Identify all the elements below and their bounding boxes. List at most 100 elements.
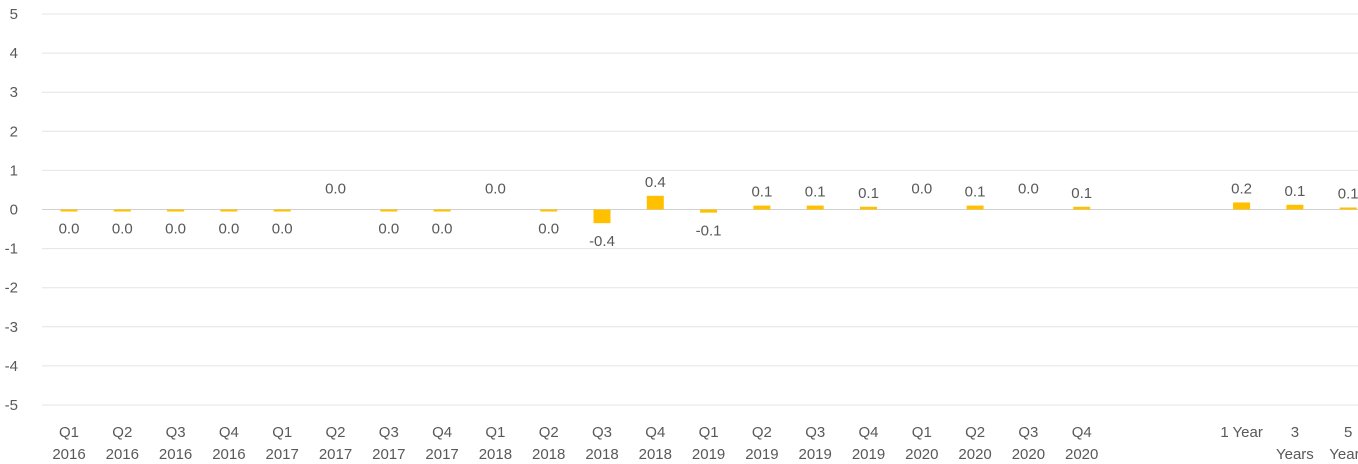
x-tick-label: 2020: [905, 446, 938, 463]
x-tick-label: Q3: [592, 424, 612, 441]
x-tick-label: 2019: [745, 446, 778, 463]
x-tick-label: 2016: [106, 446, 139, 463]
x-tick-label: Years: [1329, 446, 1358, 463]
x-tick-label: 2018: [585, 446, 618, 463]
data-label: 0.0: [218, 220, 239, 237]
gridlines: [42, 13, 1358, 406]
x-tick-label: 2017: [372, 446, 405, 463]
x-tick-label: Q3: [379, 424, 399, 441]
x-tick-label: 3: [1291, 424, 1299, 441]
bar: [540, 209, 558, 212]
data-label: 0.0: [911, 181, 932, 198]
bar: [1073, 206, 1091, 210]
x-tick-label: 2020: [1065, 446, 1098, 463]
data-label: -0.1: [696, 223, 722, 240]
data-label: 0.1: [1338, 186, 1358, 203]
y-tick-label: -1: [5, 241, 18, 258]
x-tick-label: 2017: [425, 446, 458, 463]
x-tick-label: Q2: [325, 424, 345, 441]
x-tick-label: Q3: [166, 424, 186, 441]
x-tick-label: Q4: [432, 424, 452, 441]
data-label: 0.1: [805, 184, 826, 201]
y-tick-label: 0: [10, 202, 18, 219]
data-label: 0.0: [325, 181, 346, 198]
x-tick-label: Q1: [912, 424, 932, 441]
x-tick-label: Q2: [112, 424, 132, 441]
x-tick-label: Q3: [805, 424, 825, 441]
bars: [60, 195, 1357, 224]
bar: [1339, 207, 1357, 210]
data-label: 0.1: [965, 184, 986, 201]
data-label: 0.4: [645, 174, 666, 191]
x-tick-label: Q2: [752, 424, 772, 441]
y-tick-label: 3: [10, 84, 18, 101]
x-tick-label: 2020: [1012, 446, 1045, 463]
x-tick-label: 2019: [799, 446, 832, 463]
x-tick-label: 2016: [52, 446, 85, 463]
data-label: 0.0: [1018, 181, 1039, 198]
x-tick-label: 5: [1344, 424, 1352, 441]
x-tick-label: 2018: [532, 446, 565, 463]
data-label: 0.0: [432, 220, 453, 237]
x-tick-label: 2016: [159, 446, 192, 463]
y-tick-label: -5: [5, 397, 18, 414]
y-tick-label: 2: [10, 123, 18, 140]
x-tick-label: Q1: [59, 424, 79, 441]
x-tick-label: 2019: [852, 446, 885, 463]
bar: [1233, 202, 1251, 210]
data-label: 0.1: [751, 184, 772, 201]
x-tick-label: 2019: [692, 446, 725, 463]
x-tick-label: 2020: [958, 446, 991, 463]
data-label: 0.1: [858, 185, 879, 202]
x-tick-label: Years: [1276, 446, 1314, 463]
data-label: 0.0: [59, 220, 80, 237]
x-tick-label: Q3: [1018, 424, 1038, 441]
x-tick-label: Q4: [645, 424, 665, 441]
x-tick-label: 2018: [479, 446, 512, 463]
bar: [753, 205, 771, 210]
data-label: 0.0: [378, 220, 399, 237]
y-tick-label: -2: [5, 280, 18, 297]
y-tick-label: -4: [5, 358, 18, 375]
x-tick-label: 2017: [319, 446, 352, 463]
x-tick-label: 2016: [212, 446, 245, 463]
x-tick-label: Q1: [485, 424, 505, 441]
bar: [593, 209, 611, 224]
y-tick-label: 5: [10, 6, 18, 23]
x-tick-label: Q1: [272, 424, 292, 441]
data-label: 0.1: [1284, 183, 1305, 200]
data-label: 0.2: [1231, 180, 1252, 197]
x-tick-label: 2017: [266, 446, 299, 463]
data-labels: 0.0 0.0 0.0 0.0 0.0 0.0 0.0 0.0 0.0 0.0 -0.4 0.4 -0.…: [59, 174, 1358, 250]
bar: [966, 205, 984, 210]
x-tick-label: Q2: [965, 424, 985, 441]
bar: [860, 206, 877, 210]
y-tick-label: -3: [5, 319, 18, 336]
bar: [1286, 204, 1304, 210]
x-tick-label: Q4: [1072, 424, 1092, 441]
bar: [113, 209, 131, 212]
y-tick-label: 4: [10, 45, 18, 62]
bar: [700, 209, 718, 213]
data-label: 0.0: [165, 220, 186, 237]
x-tick-label: Q1: [699, 424, 719, 441]
bar: [220, 209, 238, 212]
y-axis: 5 4 3 2 1 0 -1 -2 -3 -4 -5: [5, 6, 18, 414]
bar: [380, 209, 398, 212]
bar: [806, 205, 824, 210]
data-label: 0.0: [272, 220, 293, 237]
x-tick-label: Q4: [858, 424, 878, 441]
bar: [273, 209, 291, 212]
data-label: 0.1: [1071, 185, 1092, 202]
x-tick-label: 1 Year: [1220, 424, 1263, 441]
data-label: 0.0: [538, 220, 559, 237]
x-tick-label: 2018: [639, 446, 672, 463]
data-label: 0.0: [485, 181, 506, 198]
bar: [433, 209, 451, 212]
x-tick-label: Q4: [219, 424, 239, 441]
bar: [60, 209, 78, 212]
x-axis: Q1 2016 Q2 2016 Q3 2016 Q4 2016 Q1 2017 Q2 2017 Q3 20…: [52, 424, 1358, 463]
data-label: -0.4: [589, 233, 615, 250]
x-tick-label: Q2: [539, 424, 559, 441]
